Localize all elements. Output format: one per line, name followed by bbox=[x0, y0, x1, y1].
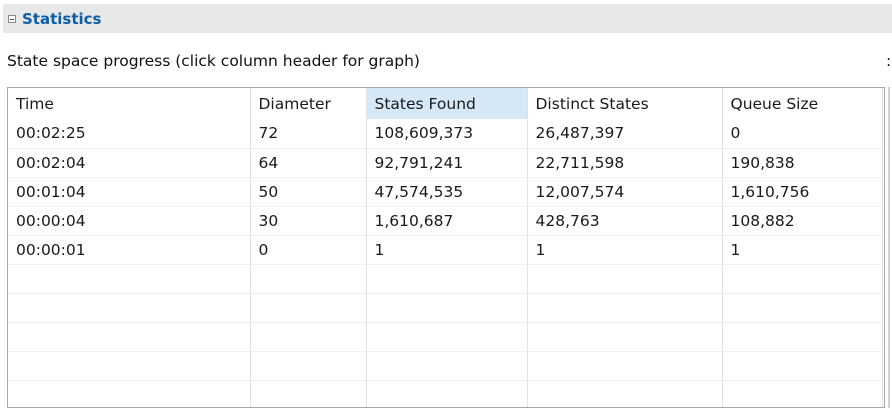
cell-diameter: 30 bbox=[250, 206, 367, 236]
cell-diameter: 50 bbox=[250, 177, 367, 207]
cell-queue-size: 190,838 bbox=[722, 148, 883, 178]
cell-time: 00:02:04 bbox=[8, 148, 251, 178]
table-row[interactable]: 00:02:04 64 92,791,241 22,711,598 190,83… bbox=[8, 148, 883, 178]
cell-queue-size: 1,610,756 bbox=[722, 177, 883, 207]
section-title[interactable]: Statistics bbox=[22, 9, 102, 28]
cell-time: 00:00:04 bbox=[8, 206, 251, 236]
statistics-section-header[interactable]: Statistics bbox=[3, 4, 892, 33]
caption-fragment: : bbox=[886, 52, 892, 70]
empty-row bbox=[8, 264, 883, 294]
cell-queue-size: 1 bbox=[722, 235, 883, 265]
column-header-queue-size[interactable]: Queue Size bbox=[722, 88, 883, 119]
table-right-border bbox=[888, 87, 890, 408]
column-header-states-found[interactable]: States Found bbox=[366, 88, 528, 119]
collapse-icon[interactable] bbox=[8, 14, 16, 23]
table-row[interactable]: 00:00:01 0 1 1 1 bbox=[8, 235, 883, 265]
cell-distinct-states: 428,763 bbox=[527, 206, 723, 236]
empty-row bbox=[8, 351, 883, 381]
cell-distinct-states: 22,711,598 bbox=[527, 148, 723, 178]
cell-queue-size: 108,882 bbox=[722, 206, 883, 236]
cell-distinct-states: 12,007,574 bbox=[527, 177, 723, 207]
cell-states-found: 1 bbox=[366, 235, 528, 265]
cell-time: 00:00:01 bbox=[8, 235, 251, 265]
column-header-time[interactable]: Time bbox=[8, 88, 251, 119]
empty-row bbox=[8, 380, 883, 407]
table-row[interactable]: 00:00:04 30 1,610,687 428,763 108,882 bbox=[8, 206, 883, 236]
state-space-caption: State space progress (click column heade… bbox=[7, 52, 420, 70]
cell-diameter: 72 bbox=[250, 119, 367, 149]
cell-states-found: 92,791,241 bbox=[366, 148, 528, 178]
table-row[interactable]: 00:02:25 72 108,609,373 26,487,397 0 bbox=[8, 119, 883, 149]
cell-states-found: 47,574,535 bbox=[366, 177, 528, 207]
column-header-distinct-states[interactable]: Distinct States bbox=[527, 88, 723, 119]
cell-distinct-states: 26,487,397 bbox=[527, 119, 723, 149]
column-header-diameter[interactable]: Diameter bbox=[250, 88, 367, 119]
cell-diameter: 0 bbox=[250, 235, 367, 265]
cell-time: 00:01:04 bbox=[8, 177, 251, 207]
state-space-table[interactable]: Time Diameter States Found Distinct Stat… bbox=[7, 87, 885, 408]
cell-time: 00:02:25 bbox=[8, 119, 251, 149]
cell-diameter: 64 bbox=[250, 148, 367, 178]
cell-queue-size: 0 bbox=[722, 119, 883, 149]
cell-distinct-states: 1 bbox=[527, 235, 723, 265]
empty-row bbox=[8, 293, 883, 323]
cell-states-found: 1,610,687 bbox=[366, 206, 528, 236]
table-header-row: Time Diameter States Found Distinct Stat… bbox=[8, 88, 883, 119]
empty-row bbox=[8, 322, 883, 352]
table-row[interactable]: 00:01:04 50 47,574,535 12,007,574 1,610,… bbox=[8, 177, 883, 207]
cell-states-found: 108,609,373 bbox=[366, 119, 528, 149]
